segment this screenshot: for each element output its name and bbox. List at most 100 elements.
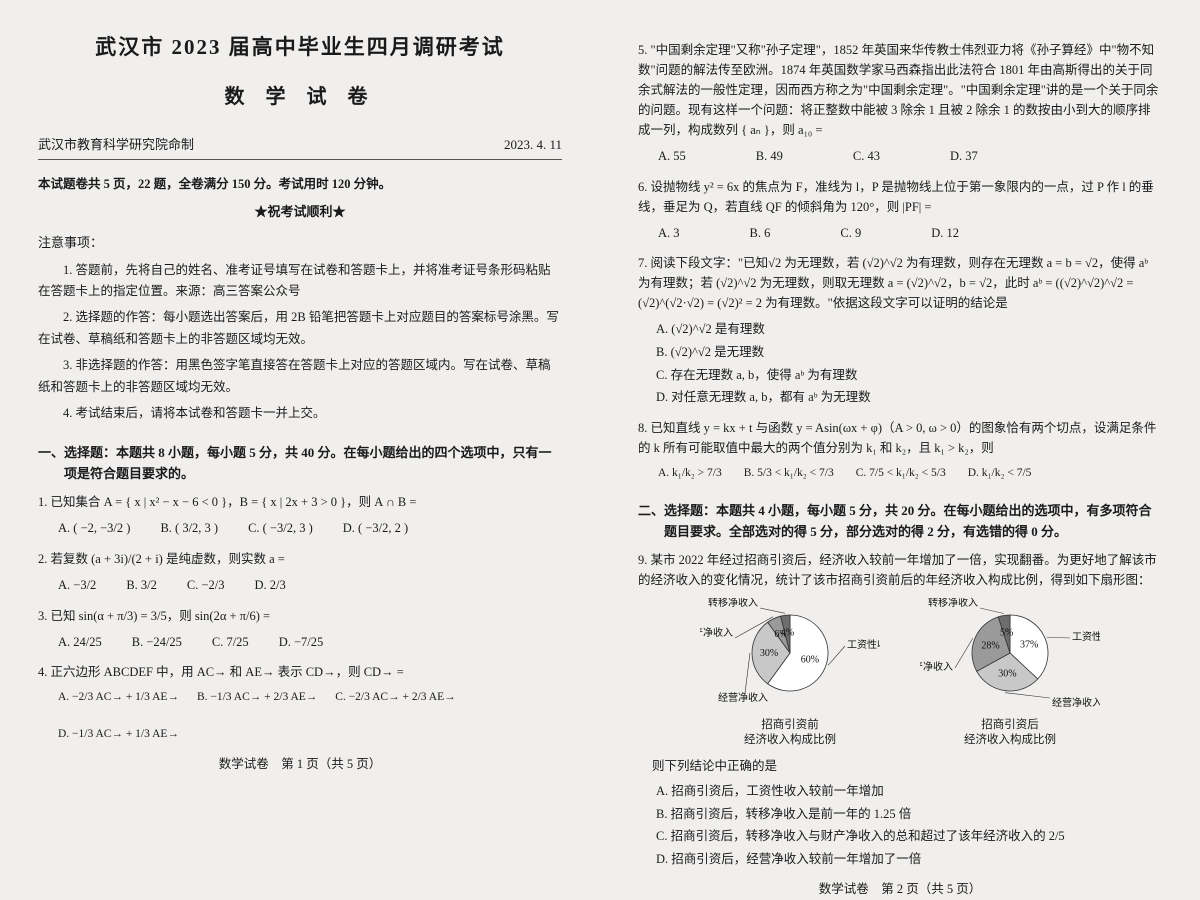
svg-text:转移净收入: 转移净收入 bbox=[928, 598, 978, 609]
question-4: 4. 正六边形 ABCDEF 中，用 AC→ 和 AE→ 表示 CD→，则 CD… bbox=[38, 662, 562, 744]
svg-text:60%: 60% bbox=[801, 655, 819, 666]
q5-stem: 5. "中国剩余定理"又称"孙子定理"，1852 年英国来华传教士伟烈亚力将《孙… bbox=[638, 40, 1162, 140]
pie-chart-after: 37% 工资性收入 30% 经营净收入 28% 财产净收入 5% 转移净收入 招商引资后 经济… bbox=[920, 598, 1100, 748]
q9-options: A. 招商引资后，工资性收入较前一年增加 B. 招商引资后，转移净收入是前一年的… bbox=[638, 781, 1162, 870]
q1-stem: 1. 已知集合 A = { x | x² − x − 6 < 0 }，B = {… bbox=[38, 492, 562, 512]
page-1: 武汉市 2023 届高中毕业生四月调研考试 数 学 试 卷 武汉市教育科学研究院… bbox=[0, 0, 600, 849]
q5-opt-c: C. 43 bbox=[853, 146, 880, 167]
svg-text:财产净收入: 财产净收入 bbox=[920, 660, 953, 673]
good-luck-banner: ★祝考试顺利★ bbox=[38, 201, 562, 222]
svg-text:转移净收入: 转移净收入 bbox=[708, 598, 758, 609]
q3-stem: 3. 已知 sin(α + π/3) = 3/5，则 sin(2α + π/6)… bbox=[38, 606, 562, 626]
q2-opt-b: B. 3/2 bbox=[126, 575, 157, 596]
svg-text:30%: 30% bbox=[998, 669, 1016, 680]
q9-opt-c: C. 招商引资后，转移净收入与财产净收入的总和超过了该年经济收入的 2/5 bbox=[656, 826, 1162, 847]
section-1-title: 一、选择题：本题共 8 小题，每小题 5 分，共 40 分。在每小题给出的四个选… bbox=[38, 443, 562, 485]
question-7: 7. 阅读下段文字："已知√2 为无理数，若 (√2)^√2 为有理数，则存在无… bbox=[638, 253, 1162, 408]
notice-4: 4. 考试结束后，请将本试卷和答题卡一并上交。 bbox=[38, 403, 562, 425]
q5-opt-a: A. 55 bbox=[658, 146, 686, 167]
q8-opt-d: D. k₁/k₂ < 7/5 bbox=[968, 464, 1032, 483]
svg-text:工资性收入: 工资性收入 bbox=[1072, 630, 1100, 643]
svg-text:经营净收入: 经营净收入 bbox=[718, 691, 768, 704]
q1-opt-a: A. ( −2, −3/2 ) bbox=[58, 518, 130, 539]
question-8: 8. 已知直线 y = kx + t 与函数 y = Asin(ωx + φ)（… bbox=[638, 418, 1162, 483]
pie-before-svg: 60%工资性收入30%经营净收入6%财产净收入4%转移净收入 bbox=[700, 598, 880, 708]
q7-stem: 7. 阅读下段文字："已知√2 为无理数，若 (√2)^√2 为有理数，则存在无… bbox=[638, 253, 1162, 313]
exam-date: 2023. 4. 11 bbox=[504, 134, 562, 155]
q6-opt-a: A. 3 bbox=[658, 223, 680, 244]
q5-opt-b: B. 49 bbox=[756, 146, 783, 167]
q3-opt-d: D. −7/25 bbox=[279, 632, 324, 653]
question-6: 6. 设抛物线 y² = 6x 的焦点为 F，准线为 l，P 是抛物线上位于第一… bbox=[638, 177, 1162, 244]
q9-opt-a: A. 招商引资后，工资性收入较前一年增加 bbox=[656, 781, 1162, 802]
svg-text:37%: 37% bbox=[1020, 640, 1038, 651]
q3-options: A. 24/25 B. −24/25 C. 7/25 D. −7/25 bbox=[38, 632, 562, 653]
notice-3: 3. 非选择题的作答：用黑色签字笔直接答在答题卡上对应的答题区域内。写在试卷、草… bbox=[38, 355, 562, 399]
q3-opt-a: A. 24/25 bbox=[58, 632, 102, 653]
footer-page-2: 数学试卷 第 2 页（共 5 页） bbox=[638, 879, 1162, 900]
q8-stem: 8. 已知直线 y = kx + t 与函数 y = Asin(ωx + φ)（… bbox=[638, 418, 1162, 458]
q9-stem: 9. 某市 2022 年经过招商引资后，经济收入较前一年增加了一倍，实现翻番。为… bbox=[638, 550, 1162, 590]
exam-title: 武汉市 2023 届高中毕业生四月调研考试 bbox=[38, 30, 562, 65]
q4-opt-c: C. −2/3 AC→ + 2/3 AE→ bbox=[335, 688, 455, 707]
footer-page-1: 数学试卷 第 1 页（共 5 页） bbox=[38, 754, 562, 775]
question-5: 5. "中国剩余定理"又称"孙子定理"，1852 年英国来华传教士伟烈亚力将《孙… bbox=[638, 40, 1162, 167]
q2-opt-d: D. 2/3 bbox=[255, 575, 286, 596]
page-2: 5. "中国剩余定理"又称"孙子定理"，1852 年英国来华传教士伟烈亚力将《孙… bbox=[600, 0, 1200, 849]
pie-chart-before: 60%工资性收入30%经营净收入6%财产净收入4%转移净收入 招商引资前 经济收… bbox=[700, 598, 880, 748]
q7-opt-b: B. (√2)^√2 是无理数 bbox=[656, 342, 1162, 363]
q6-opt-d: D. 12 bbox=[931, 223, 959, 244]
q8-opt-a: A. k₁/k₂ > 7/3 bbox=[658, 464, 722, 483]
question-2: 2. 若复数 (a + 3i)/(2 + i) 是纯虚数，则实数 a = A. … bbox=[38, 549, 562, 596]
q8-opt-b: B. 5/3 < k₁/k₂ < 7/3 bbox=[744, 464, 834, 483]
question-3: 3. 已知 sin(α + π/3) = 3/5，则 sin(2α + π/6)… bbox=[38, 606, 562, 653]
q4-stem: 4. 正六边形 ABCDEF 中，用 AC→ 和 AE→ 表示 CD→，则 CD… bbox=[38, 662, 562, 682]
q4-opt-a: A. −2/3 AC→ + 1/3 AE→ bbox=[58, 688, 179, 707]
issuer: 武汉市教育科学研究院命制 bbox=[38, 134, 194, 155]
svg-text:工资性收入: 工资性收入 bbox=[847, 638, 880, 651]
notice-1: 1. 答题前，先将自己的姓名、准考证号填写在试卷和答题卡上，并将准考证号条形码粘… bbox=[38, 260, 562, 304]
pie2-caption: 招商引资后 经济收入构成比例 bbox=[920, 718, 1100, 748]
q1-options: A. ( −2, −3/2 ) B. ( 3/2, 3 ) C. ( −3/2,… bbox=[38, 518, 562, 539]
q7-opt-d: D. 对任意无理数 a, b，都有 aᵇ 为无理数 bbox=[656, 387, 1162, 408]
exam-info: 本试题卷共 5 页，22 题，全卷满分 150 分。考试用时 120 分钟。 bbox=[38, 174, 562, 195]
notice-title: 注意事项： bbox=[38, 232, 562, 253]
q9-opt-d: D. 招商引资后，经营净收入较前一年增加了一倍 bbox=[656, 849, 1162, 870]
question-1: 1. 已知集合 A = { x | x² − x − 6 < 0 }，B = {… bbox=[38, 492, 562, 539]
q3-opt-b: B. −24/25 bbox=[132, 632, 182, 653]
pie1-caption: 招商引资前 经济收入构成比例 bbox=[700, 718, 880, 748]
q1-opt-d: D. ( −3/2, 2 ) bbox=[343, 518, 408, 539]
section-2-title: 二、选择题：本题共 4 小题，每小题 5 分，共 20 分。在每小题给出的选项中… bbox=[638, 501, 1162, 543]
svg-text:财产净收入: 财产净收入 bbox=[700, 626, 733, 639]
meta-row: 武汉市教育科学研究院命制 2023. 4. 11 bbox=[38, 134, 562, 160]
q4-options: A. −2/3 AC→ + 1/3 AE→ B. −1/3 AC→ + 2/3 … bbox=[38, 688, 562, 744]
q6-opt-b: B. 6 bbox=[750, 223, 771, 244]
q1-opt-c: C. ( −3/2, 3 ) bbox=[248, 518, 313, 539]
q2-options: A. −3/2 B. 3/2 C. −2/3 D. 2/3 bbox=[38, 575, 562, 596]
q7-options: A. (√2)^√2 是有理数 B. (√2)^√2 是无理数 C. 存在无理数… bbox=[638, 319, 1162, 408]
q2-opt-c: C. −2/3 bbox=[187, 575, 225, 596]
q8-options: A. k₁/k₂ > 7/3 B. 5/3 < k₁/k₂ < 7/3 C. 7… bbox=[638, 464, 1162, 483]
svg-text:5%: 5% bbox=[1000, 628, 1013, 639]
q9-tail: 则下列结论中正确的是 bbox=[638, 756, 1162, 777]
q6-stem: 6. 设抛物线 y² = 6x 的焦点为 F，准线为 l，P 是抛物线上位于第一… bbox=[638, 177, 1162, 217]
q1-opt-b: B. ( 3/2, 3 ) bbox=[160, 518, 218, 539]
q4-opt-b: B. −1/3 AC→ + 2/3 AE→ bbox=[197, 688, 317, 707]
pie-charts-row: 60%工资性收入30%经营净收入6%财产净收入4%转移净收入 招商引资前 经济收… bbox=[638, 598, 1162, 748]
svg-text:28%: 28% bbox=[981, 641, 999, 652]
q6-options: A. 3 B. 6 C. 9 D. 12 bbox=[638, 223, 1162, 244]
q6-opt-c: C. 9 bbox=[840, 223, 861, 244]
q5-options: A. 55 B. 49 C. 43 D. 37 bbox=[638, 146, 1162, 167]
q2-stem: 2. 若复数 (a + 3i)/(2 + i) 是纯虚数，则实数 a = bbox=[38, 549, 562, 569]
notice-2: 2. 选择题的作答：每小题选出答案后，用 2B 铅笔把答题卡上对应题目的答案标号… bbox=[38, 307, 562, 351]
svg-text:经营净收入: 经营净收入 bbox=[1052, 696, 1100, 708]
q9-opt-b: B. 招商引资后，转移净收入是前一年的 1.25 倍 bbox=[656, 804, 1162, 825]
q2-opt-a: A. −3/2 bbox=[58, 575, 96, 596]
q7-opt-a: A. (√2)^√2 是有理数 bbox=[656, 319, 1162, 340]
svg-text:30%: 30% bbox=[760, 648, 778, 659]
q4-opt-d: D. −1/3 AC→ + 1/3 AE→ bbox=[58, 725, 179, 744]
q7-opt-c: C. 存在无理数 a, b，使得 aᵇ 为有理数 bbox=[656, 365, 1162, 386]
q8-opt-c: C. 7/5 < k₁/k₂ < 5/3 bbox=[856, 464, 946, 483]
q3-opt-c: C. 7/25 bbox=[212, 632, 249, 653]
q5-opt-d: D. 37 bbox=[950, 146, 978, 167]
